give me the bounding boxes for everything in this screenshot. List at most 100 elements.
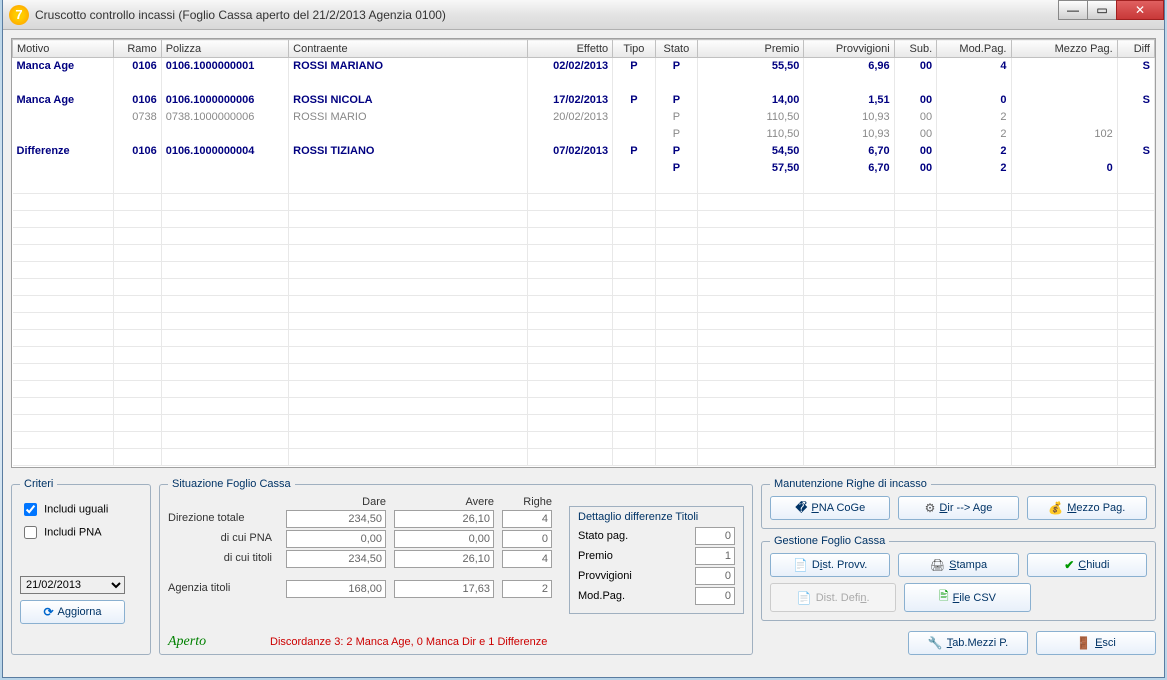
sit-label: Direzione totale — [168, 510, 278, 528]
table-row — [13, 364, 1155, 381]
mezzo-pag-button[interactable]: 💰Mezzo Pag. — [1027, 496, 1147, 520]
close-button[interactable]: ✕ — [1116, 0, 1164, 20]
column-header[interactable]: Polizza — [161, 40, 288, 58]
tab-mezzi-button[interactable]: 🔧Tab.Mezzi P. — [908, 631, 1028, 655]
includi-pna-label[interactable]: Includi PNA — [20, 523, 142, 542]
gest-panel: Gestione Foglio Cassa 📄Dist. Provv. 🖨Sta… — [761, 535, 1156, 621]
dist-provv-button[interactable]: 📄Dist. Provv. — [770, 553, 890, 577]
table-row[interactable] — [13, 75, 1155, 92]
premio-label: Premio — [578, 550, 613, 562]
window-controls: — ▭ ✕ — [1059, 0, 1164, 20]
content-area: MotivoRamoPolizzaContraenteEffettoTipoSt… — [3, 30, 1164, 663]
manut-panel: Manutenzione Righe di incasso �ິPNA CoGe… — [761, 478, 1156, 529]
money-icon: 💰 — [1048, 501, 1063, 515]
dettaglio-box: Dettaglio differenze Titoli Stato pag. P… — [569, 506, 744, 614]
table-row[interactable]: Manca Age01060106.1000000001ROSSI MARIAN… — [13, 58, 1155, 75]
column-header[interactable]: Contraente — [289, 40, 528, 58]
column-header[interactable]: Diff — [1117, 40, 1154, 58]
table-row — [13, 279, 1155, 296]
sit-value-dare — [286, 580, 386, 598]
date-select[interactable]: 21/02/2013 — [20, 576, 125, 594]
sit-header: Avere — [394, 496, 494, 508]
column-header[interactable]: Sub. — [894, 40, 936, 58]
app-window: 7 Cruscotto controllo incassi (Foglio Ca… — [2, 0, 1165, 678]
situazione-legend: Situazione Foglio Cassa — [168, 478, 295, 490]
sit-header — [168, 496, 278, 508]
modpag-label: Mod.Pag. — [578, 590, 625, 602]
gear-icon: ⚙ — [925, 501, 936, 515]
criteri-panel: Criteri Includi uguali Includi PNA 21/02… — [11, 478, 151, 655]
column-header[interactable]: Tipo — [613, 40, 655, 58]
sit-value-righe — [502, 580, 552, 598]
sit-value-dare — [286, 550, 386, 568]
column-header[interactable]: Provvigioni — [804, 40, 894, 58]
sit-label: di cui titoli — [168, 550, 278, 568]
sit-value-avere — [394, 510, 494, 528]
manut-legend: Manutenzione Righe di incasso — [770, 478, 931, 490]
doc-icon: 📄 — [793, 558, 808, 572]
column-header[interactable]: Premio — [698, 40, 804, 58]
chiudi-button[interactable]: ✔Chiudi — [1027, 553, 1147, 577]
maximize-button[interactable]: ▭ — [1087, 0, 1117, 20]
door-icon: 🚪 — [1076, 636, 1091, 650]
tree-icon: �ິ — [795, 501, 807, 515]
provvigioni-label: Provvigioni — [578, 570, 632, 582]
titlebar[interactable]: 7 Cruscotto controllo incassi (Foglio Ca… — [3, 0, 1164, 30]
minimize-button[interactable]: — — [1058, 0, 1088, 20]
sit-header: Dare — [286, 496, 386, 508]
sit-value-righe — [502, 510, 552, 528]
column-header[interactable]: Effetto — [528, 40, 613, 58]
column-header[interactable]: Motivo — [13, 40, 114, 58]
table-row — [13, 330, 1155, 347]
aggiorna-button[interactable]: ⟳ Aggiorna — [20, 600, 125, 624]
table-row — [13, 177, 1155, 194]
column-header[interactable]: Stato — [655, 40, 697, 58]
table-row — [13, 245, 1155, 262]
dist-defin-button: 📄Dist. Defin. — [770, 583, 896, 612]
sit-value-righe — [502, 550, 552, 568]
modpag-value — [695, 587, 735, 605]
dir-age-button[interactable]: ⚙Dir --> Age — [898, 496, 1018, 520]
csv-icon: 🖹 — [939, 587, 949, 608]
table-row — [13, 194, 1155, 211]
sit-value-avere — [394, 530, 494, 548]
table-row[interactable]: Differenze01060106.1000000004ROSSI TIZIA… — [13, 143, 1155, 160]
sit-value-righe — [502, 530, 552, 548]
sit-value-dare — [286, 530, 386, 548]
sit-value-dare — [286, 510, 386, 528]
data-grid[interactable]: MotivoRamoPolizzaContraenteEffettoTipoSt… — [11, 38, 1156, 468]
includi-pna-checkbox[interactable] — [24, 526, 37, 539]
table-row — [13, 228, 1155, 245]
includi-uguali-checkbox[interactable] — [24, 503, 37, 516]
column-header[interactable]: Mezzo Pag. — [1011, 40, 1117, 58]
check-icon: ✔ — [1064, 558, 1074, 572]
column-header[interactable]: Mod.Pag. — [937, 40, 1011, 58]
gest-legend: Gestione Foglio Cassa — [770, 535, 889, 547]
table-row — [13, 381, 1155, 398]
table-row — [13, 211, 1155, 228]
discordanze-text: Discordanze 3: 2 Manca Age, 0 Manca Dir … — [270, 636, 547, 648]
table-row — [13, 415, 1155, 432]
stampa-button[interactable]: 🖨Stampa — [898, 553, 1018, 577]
table-row[interactable]: P110,5010,93002102 — [13, 126, 1155, 143]
app-icon: 7 — [9, 5, 29, 25]
sit-label: di cui PNA — [168, 530, 278, 548]
table-row[interactable]: 07380738.1000000006ROSSI MARIO20/02/2013… — [13, 109, 1155, 126]
table-row — [13, 449, 1155, 466]
sit-header: Righe — [502, 496, 552, 508]
file-csv-button[interactable]: 🖹File CSV — [904, 583, 1030, 612]
doc-icon-2: 📄 — [797, 591, 812, 605]
table-row[interactable]: P57,506,700020 — [13, 160, 1155, 177]
situazione-panel: Situazione Foglio Cassa Dare Avere Righe Di… — [159, 478, 753, 655]
esci-button[interactable]: 🚪Esci — [1036, 631, 1156, 655]
table-row — [13, 432, 1155, 449]
sit-value-avere — [394, 580, 494, 598]
sit-value-avere — [394, 550, 494, 568]
wrench-icon: 🔧 — [928, 636, 943, 650]
premio-value — [695, 547, 735, 565]
table-row[interactable]: Manca Age01060106.1000000006ROSSI NICOLA… — [13, 92, 1155, 109]
column-header[interactable]: Ramo — [113, 40, 161, 58]
includi-uguali-label[interactable]: Includi uguali — [20, 500, 142, 519]
pna-coge-button[interactable]: �ິPNA CoGe — [770, 496, 890, 520]
bottom-buttons: 🔧Tab.Mezzi P. 🚪Esci — [761, 631, 1156, 655]
